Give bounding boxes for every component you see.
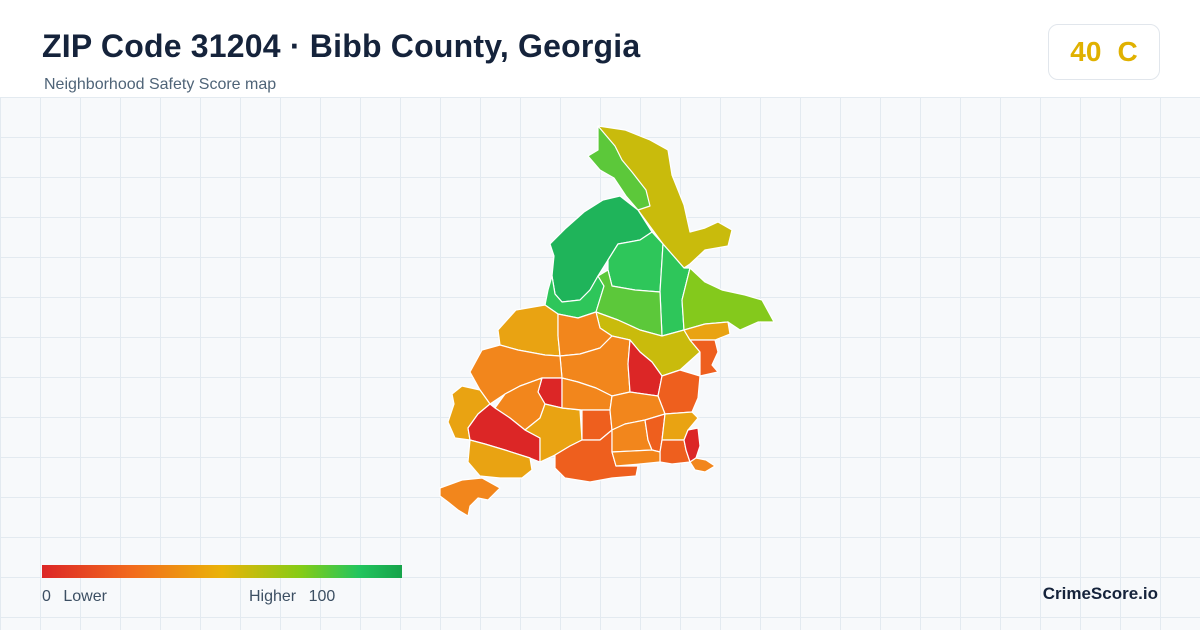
map-region[interactable] bbox=[689, 457, 716, 473]
brand-logo-text: CrimeScore.io bbox=[1042, 584, 1158, 603]
legend-min: 0 Lower bbox=[42, 588, 107, 606]
legend-min-label: Lower bbox=[63, 588, 107, 605]
score-badge: 40 C bbox=[1048, 24, 1160, 80]
map-region[interactable] bbox=[657, 369, 701, 415]
map-region[interactable] bbox=[554, 429, 639, 483]
page-title: ZIP Code 31204 · Bibb County, Georgia bbox=[42, 28, 641, 64]
map-region[interactable] bbox=[467, 439, 533, 479]
legend-color-scale bbox=[42, 565, 402, 578]
score-value: 40 bbox=[1070, 36, 1102, 67]
legend-min-value: 0 bbox=[42, 588, 51, 605]
map-region[interactable] bbox=[689, 339, 719, 377]
legend-max: Higher 100 bbox=[249, 588, 335, 606]
header-background bbox=[0, 0, 1200, 97]
score-grade: C bbox=[1117, 36, 1138, 67]
legend-max-label: Higher bbox=[249, 588, 297, 605]
map-region[interactable] bbox=[683, 427, 701, 463]
legend-max-value: 100 bbox=[308, 588, 336, 605]
map-region[interactable] bbox=[439, 477, 501, 517]
page-subtitle: Neighborhood Safety Score map bbox=[44, 76, 277, 93]
map-region[interactable] bbox=[681, 267, 775, 331]
map-region[interactable] bbox=[611, 449, 661, 467]
